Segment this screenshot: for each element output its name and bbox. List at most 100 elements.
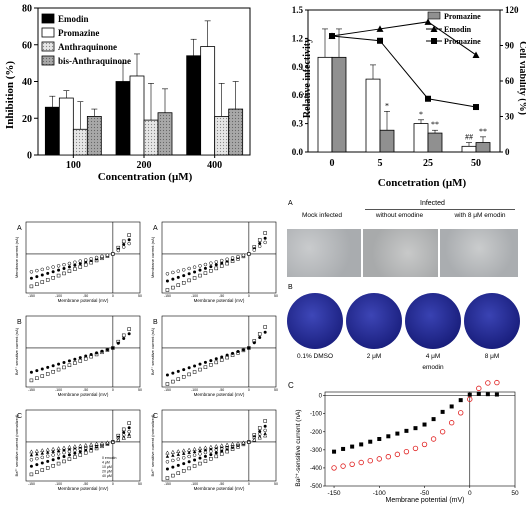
c1-bar bbox=[115, 81, 131, 156]
iv-point bbox=[203, 450, 208, 455]
c2-yleft-label: 0.3 bbox=[292, 119, 304, 129]
iv-point bbox=[40, 267, 45, 272]
iv-point bbox=[46, 450, 50, 454]
iv-point bbox=[252, 341, 256, 345]
pc-point-square bbox=[359, 442, 364, 447]
emodin-label: emodin bbox=[422, 364, 444, 371]
pc-ytick-label: -200 bbox=[310, 430, 323, 436]
iv-point bbox=[165, 467, 169, 471]
iv-point bbox=[198, 273, 202, 278]
iv-point bbox=[171, 473, 175, 478]
iv-point bbox=[182, 451, 186, 455]
iv-point bbox=[257, 426, 262, 430]
iv-point bbox=[40, 374, 45, 378]
iv-xtick: -50 bbox=[219, 482, 224, 486]
iv-point bbox=[181, 469, 186, 473]
pc-xtick-label: 50 bbox=[511, 490, 519, 497]
iv-point bbox=[219, 264, 224, 268]
iv-point bbox=[181, 268, 186, 272]
iv-point bbox=[67, 265, 71, 269]
iv-point bbox=[165, 382, 170, 386]
iv-frame bbox=[161, 221, 277, 294]
iv-point bbox=[122, 337, 126, 341]
iv-point bbox=[187, 278, 191, 283]
iv-point bbox=[220, 449, 224, 453]
c2-yright-label: 60 bbox=[505, 76, 515, 86]
iv-point bbox=[40, 280, 45, 284]
c1-bar bbox=[228, 108, 244, 156]
iv-point bbox=[192, 276, 197, 280]
c2-yleft-label: 0.0 bbox=[292, 147, 304, 157]
iv-point bbox=[62, 262, 66, 267]
iv-point bbox=[214, 263, 218, 267]
iv-point bbox=[62, 271, 66, 276]
iv-point bbox=[40, 461, 44, 465]
iv-point bbox=[263, 428, 267, 433]
c2-bar bbox=[461, 145, 477, 153]
iv-xtick: 50 bbox=[138, 482, 142, 486]
pc-point-square bbox=[485, 392, 490, 397]
iv-point bbox=[263, 231, 267, 235]
iv-point bbox=[46, 365, 50, 369]
iv-point bbox=[192, 370, 197, 374]
iv-xlabel: Membrane potential (mV) bbox=[58, 486, 109, 491]
iv-point bbox=[220, 261, 224, 265]
iv-point bbox=[198, 452, 202, 456]
pc-point-circle bbox=[385, 454, 392, 460]
iv-point bbox=[209, 457, 213, 461]
c2-xtick-label: 0 bbox=[330, 158, 335, 169]
plate-1 bbox=[287, 293, 343, 349]
iv-point bbox=[203, 360, 207, 364]
pc-point-square bbox=[431, 417, 436, 422]
pc-xtick-label: -50 bbox=[420, 490, 430, 497]
c2-bar bbox=[317, 56, 333, 153]
c2-legend-label: Promazine bbox=[444, 37, 481, 46]
iv-xtick: -50 bbox=[83, 482, 88, 486]
iv-xtick: -150 bbox=[164, 294, 171, 298]
c2-bar bbox=[413, 123, 429, 153]
iv-point bbox=[78, 443, 83, 448]
iv-point bbox=[198, 264, 202, 268]
iv-point bbox=[225, 257, 229, 261]
iv-point bbox=[258, 429, 262, 433]
iv-point bbox=[100, 349, 104, 353]
c2-ylabel-left: Relative infectivity bbox=[302, 38, 313, 118]
iv-point bbox=[181, 456, 186, 460]
iv-point bbox=[73, 267, 77, 271]
iv-xtick: -100 bbox=[55, 294, 62, 298]
pc-point-circle bbox=[485, 380, 491, 386]
iv-point bbox=[100, 254, 104, 259]
iv-point bbox=[111, 346, 115, 350]
iv-point bbox=[127, 241, 131, 246]
micrograph-with bbox=[440, 229, 518, 277]
iv-point bbox=[51, 275, 55, 280]
iv-point bbox=[29, 472, 34, 477]
pc-point-circle bbox=[403, 448, 410, 455]
pc-point-square bbox=[395, 431, 400, 436]
iv-point bbox=[225, 442, 230, 447]
iv-point bbox=[236, 350, 240, 354]
iv-point bbox=[198, 367, 202, 372]
iv-xtick: -150 bbox=[28, 294, 35, 298]
iv-point bbox=[116, 437, 121, 442]
iv-point bbox=[214, 266, 219, 271]
iv-point bbox=[94, 441, 99, 446]
iv-point bbox=[34, 448, 39, 453]
iv-point bbox=[40, 468, 45, 472]
iv-point bbox=[257, 238, 262, 242]
pc-ytick-label: -100 bbox=[310, 412, 323, 418]
iv-point bbox=[121, 427, 126, 432]
iv-frame bbox=[25, 315, 141, 388]
pc-point-square bbox=[350, 444, 355, 449]
iv-xtick: 50 bbox=[274, 388, 278, 392]
iv-point bbox=[73, 260, 77, 265]
iv-xlabel: Membrane potential (mV) bbox=[194, 486, 245, 491]
iv-point bbox=[165, 288, 170, 292]
iv-panel-1: A Membrane current (nA) Membrane potential… bbox=[150, 221, 278, 303]
iv-point bbox=[187, 272, 191, 276]
iv-legend-label: 4 μM bbox=[102, 461, 110, 465]
iv-point bbox=[263, 433, 268, 438]
